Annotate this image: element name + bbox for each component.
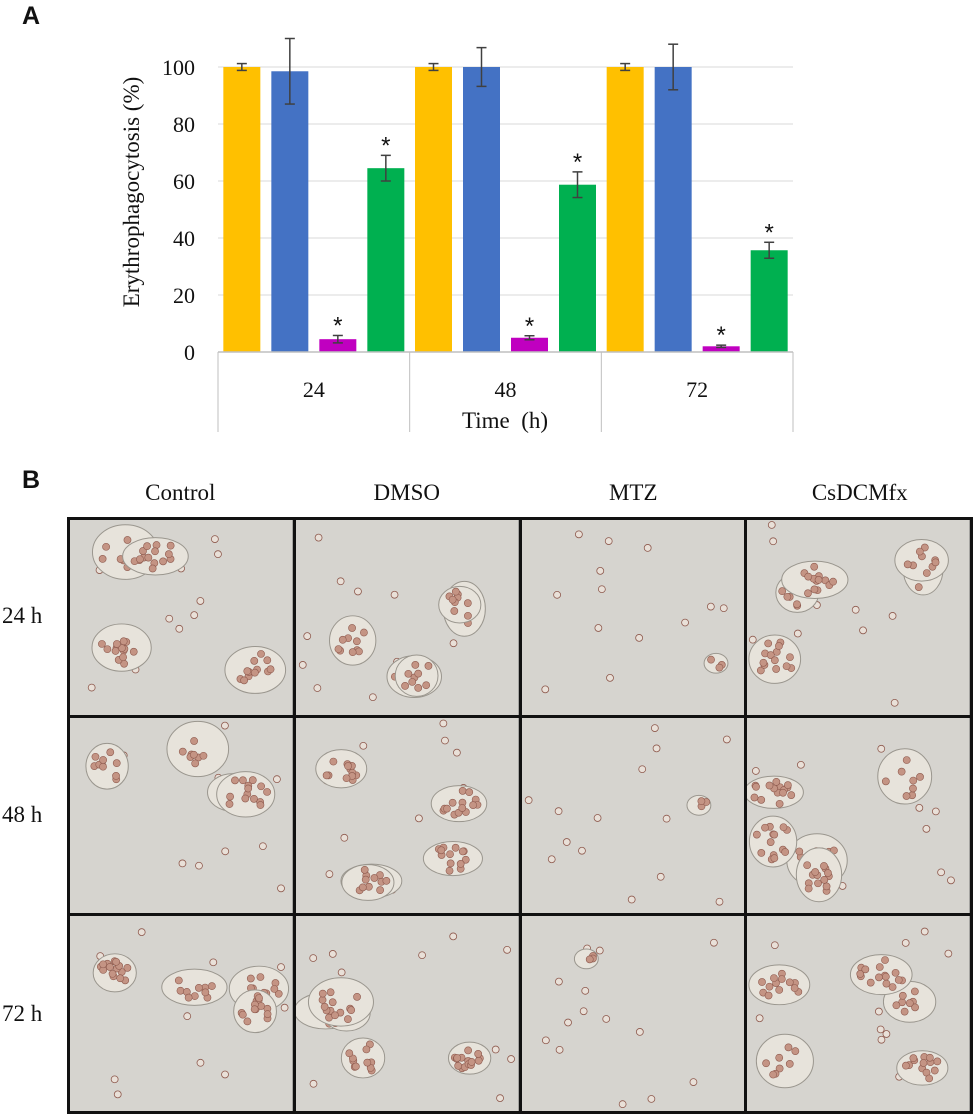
row-label-48h: 48 h	[2, 801, 43, 827]
significance-marker: *	[381, 132, 390, 159]
micrograph-image	[521, 916, 745, 1111]
chart-bars: * * * * * *	[223, 37, 788, 353]
micrograph-image	[295, 916, 519, 1111]
x-tick-label: 24	[303, 377, 325, 402]
micrograph-image	[747, 916, 970, 1111]
significance-marker: *	[716, 322, 725, 349]
micrograph-image	[70, 520, 293, 715]
micrograph-image	[70, 718, 293, 913]
bar	[511, 337, 548, 352]
micrograph-control-72h	[70, 916, 293, 1111]
micrograph-mtz-24h	[521, 520, 745, 715]
bar	[367, 168, 405, 352]
y-tick-label: 60	[173, 169, 195, 194]
significance-marker: *	[333, 312, 342, 339]
bar	[750, 250, 788, 352]
bar	[559, 184, 596, 352]
row-label-24h: 24 h	[2, 602, 43, 628]
column-label-mtz: MTZ	[608, 480, 658, 505]
bar	[702, 346, 740, 352]
y-tick-label: 40	[173, 226, 195, 251]
micrograph-image	[70, 916, 293, 1111]
panel-b-label: B	[22, 466, 41, 494]
bar	[223, 67, 261, 352]
significance-marker: *	[764, 219, 773, 246]
micrograph-csdcmfx-24h	[747, 520, 970, 715]
column-label-control: Control	[145, 480, 216, 505]
micrograph-image	[747, 520, 970, 715]
bar	[654, 67, 692, 352]
bar	[463, 67, 500, 352]
micrograph-dmso-72h	[295, 916, 519, 1111]
micrograph-dmso-24h	[295, 520, 519, 715]
micrograph-csdcmfx-48h	[747, 718, 970, 913]
x-axis-label: Time (h)	[462, 408, 548, 433]
micrograph-image	[295, 718, 519, 913]
row-label-72h: 72 h	[2, 1000, 43, 1026]
significance-marker: *	[525, 313, 534, 340]
column-label-dmso: DMSO	[373, 480, 440, 505]
bar	[319, 339, 357, 352]
micrograph-image	[295, 520, 519, 715]
y-tick-label: 80	[173, 112, 195, 137]
x-tick-label: 72	[686, 377, 708, 402]
micrograph-csdcmfx-72h	[747, 916, 970, 1111]
micrograph-dmso-48h	[295, 718, 519, 913]
micrograph-grid	[67, 517, 973, 1114]
column-label-csdcmfx: CsDCMfx	[811, 480, 908, 505]
micrograph-control-24h	[70, 520, 293, 715]
panel-a-label: A	[22, 2, 41, 30]
y-axis-label: Erythrophagocytosis (%)	[119, 77, 144, 308]
erythrophagocytosis-bar-chart: * * * * * * 0 20 40 60 80 100 24 48 72 Erythrophagocy…	[119, 37, 794, 433]
micrograph-mtz-48h	[521, 718, 745, 913]
bar	[415, 67, 452, 352]
bar	[271, 71, 309, 353]
chart-gridlines	[218, 66, 793, 296]
y-tick-label: 100	[162, 55, 195, 80]
bar	[606, 67, 644, 352]
y-tick-label: 0	[184, 340, 195, 365]
micrograph-image	[747, 718, 970, 913]
chart-axes: 0 20 40 60 80 100 24 48 72	[162, 55, 794, 432]
x-tick-label: 48	[495, 377, 517, 402]
y-tick-label: 20	[173, 283, 195, 308]
micrograph-image	[521, 520, 745, 715]
significance-marker: *	[573, 149, 582, 176]
micrograph-control-48h	[70, 718, 293, 913]
micrograph-image	[521, 718, 745, 913]
micrograph-mtz-72h	[521, 916, 745, 1111]
